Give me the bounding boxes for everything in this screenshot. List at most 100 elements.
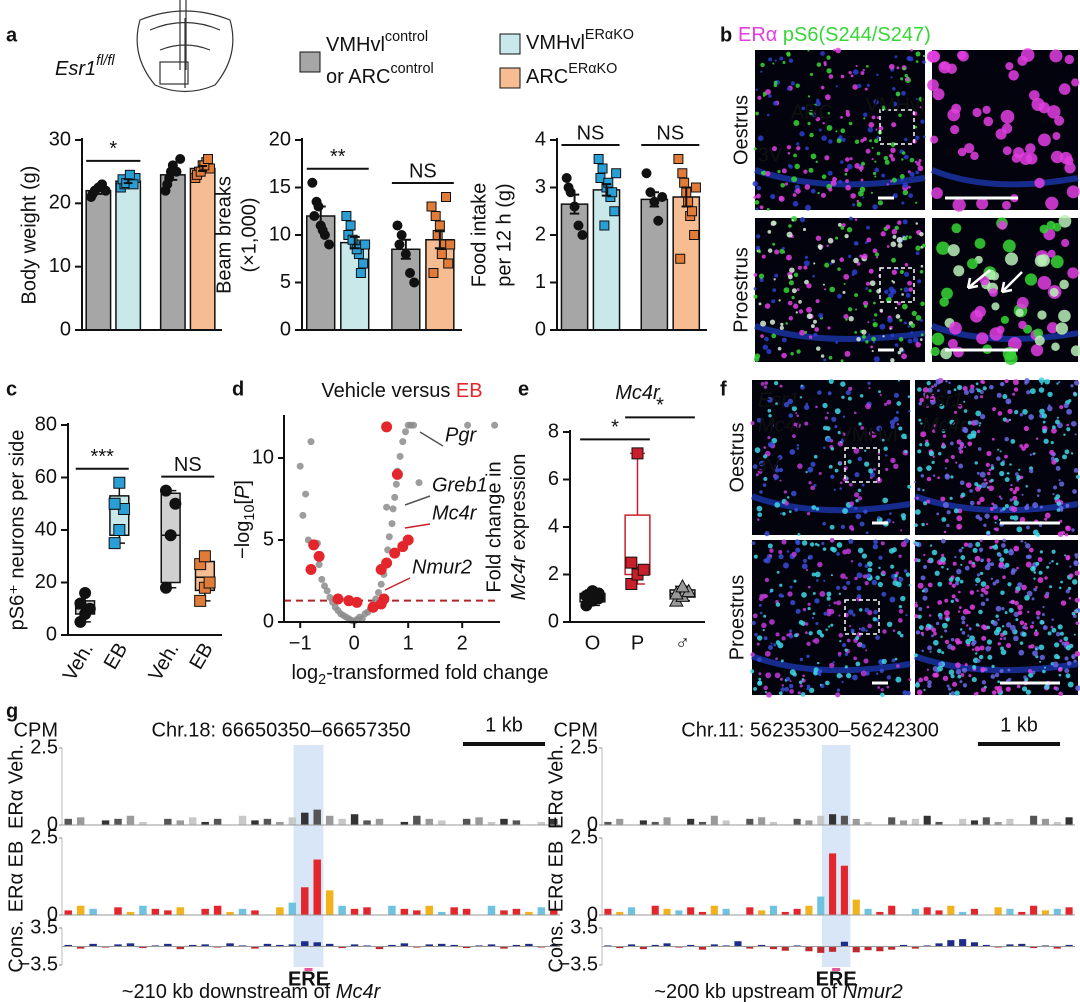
track-bar [325, 943, 334, 947]
cell [871, 579, 878, 586]
cell [857, 496, 863, 501]
cell [872, 341, 876, 344]
cell [835, 340, 839, 344]
cell [899, 347, 904, 352]
cell [994, 544, 998, 547]
cell [1017, 610, 1023, 616]
data-point [392, 220, 403, 231]
cell [960, 673, 965, 677]
track-bar [746, 818, 754, 825]
cell [816, 62, 822, 67]
track-bar [238, 945, 247, 947]
cell [1039, 550, 1043, 554]
legend-label-part: control [390, 61, 433, 77]
cell [941, 443, 945, 447]
cell [874, 175, 877, 178]
cell [772, 288, 777, 293]
cell [1068, 399, 1072, 403]
cell [886, 399, 892, 405]
cell [859, 394, 864, 398]
significance-label: NS [174, 454, 202, 476]
cell [920, 301, 925, 307]
cell [1058, 309, 1071, 323]
cell [1049, 49, 1063, 63]
track-bar [1006, 908, 1014, 915]
cell [969, 387, 975, 394]
track-bar [970, 942, 979, 947]
track-bar [769, 946, 778, 950]
y-tick-label: 20 [269, 128, 291, 150]
cell [957, 526, 960, 530]
cell [819, 590, 826, 597]
cell [1010, 439, 1016, 444]
track-bar [911, 818, 919, 825]
cell [927, 559, 931, 563]
track-bar [550, 818, 558, 825]
cell [942, 675, 949, 682]
data-point [611, 168, 622, 179]
cell [818, 669, 823, 674]
cell [1042, 420, 1046, 424]
cell [978, 654, 984, 660]
cell [763, 446, 767, 449]
x-tick-label: Veh. [144, 639, 183, 685]
cell [860, 169, 863, 172]
track-bar [675, 946, 683, 948]
cell [948, 381, 951, 385]
cell [986, 558, 991, 563]
data-point [367, 601, 379, 613]
cell [1008, 549, 1014, 556]
cell [828, 187, 833, 192]
cell [1059, 279, 1069, 290]
cell [873, 301, 876, 305]
cell [907, 185, 911, 189]
cell [914, 509, 921, 515]
cell [1035, 437, 1039, 440]
cell [928, 450, 935, 457]
cell [821, 115, 824, 118]
cell [810, 188, 816, 194]
cell [788, 280, 794, 286]
cell [890, 288, 897, 295]
cell [941, 565, 944, 569]
cell [853, 447, 860, 454]
highlight-region [821, 745, 851, 967]
cell [891, 280, 894, 283]
cell [890, 147, 896, 154]
track-bar [888, 946, 896, 950]
cell [874, 167, 880, 173]
cell [1068, 597, 1072, 600]
x-tick-label: O [585, 632, 601, 654]
cell [799, 217, 806, 223]
cell [842, 585, 847, 590]
cell [876, 73, 879, 76]
cell [832, 661, 835, 664]
cell [957, 508, 963, 514]
cell [848, 316, 854, 322]
data-point [164, 529, 177, 542]
cell [1059, 405, 1064, 410]
cell [902, 189, 909, 196]
cell [992, 620, 998, 627]
cell [900, 529, 903, 532]
data-point [430, 211, 441, 221]
cell [868, 333, 871, 336]
data-point [108, 497, 121, 510]
bar [189, 167, 216, 331]
cell [806, 641, 811, 647]
cell [894, 306, 898, 310]
cell [1066, 427, 1071, 432]
cell [918, 677, 924, 683]
cell [1047, 249, 1056, 258]
data-point [573, 220, 584, 231]
micrograph-texture [913, 493, 1079, 514]
cell [855, 513, 862, 520]
track-bar [64, 944, 72, 947]
cell [901, 158, 904, 161]
cell [1055, 465, 1061, 471]
cell [758, 672, 762, 676]
track-bar [89, 943, 97, 947]
cell [1064, 668, 1070, 674]
cell [948, 692, 952, 696]
cell [1026, 390, 1031, 395]
